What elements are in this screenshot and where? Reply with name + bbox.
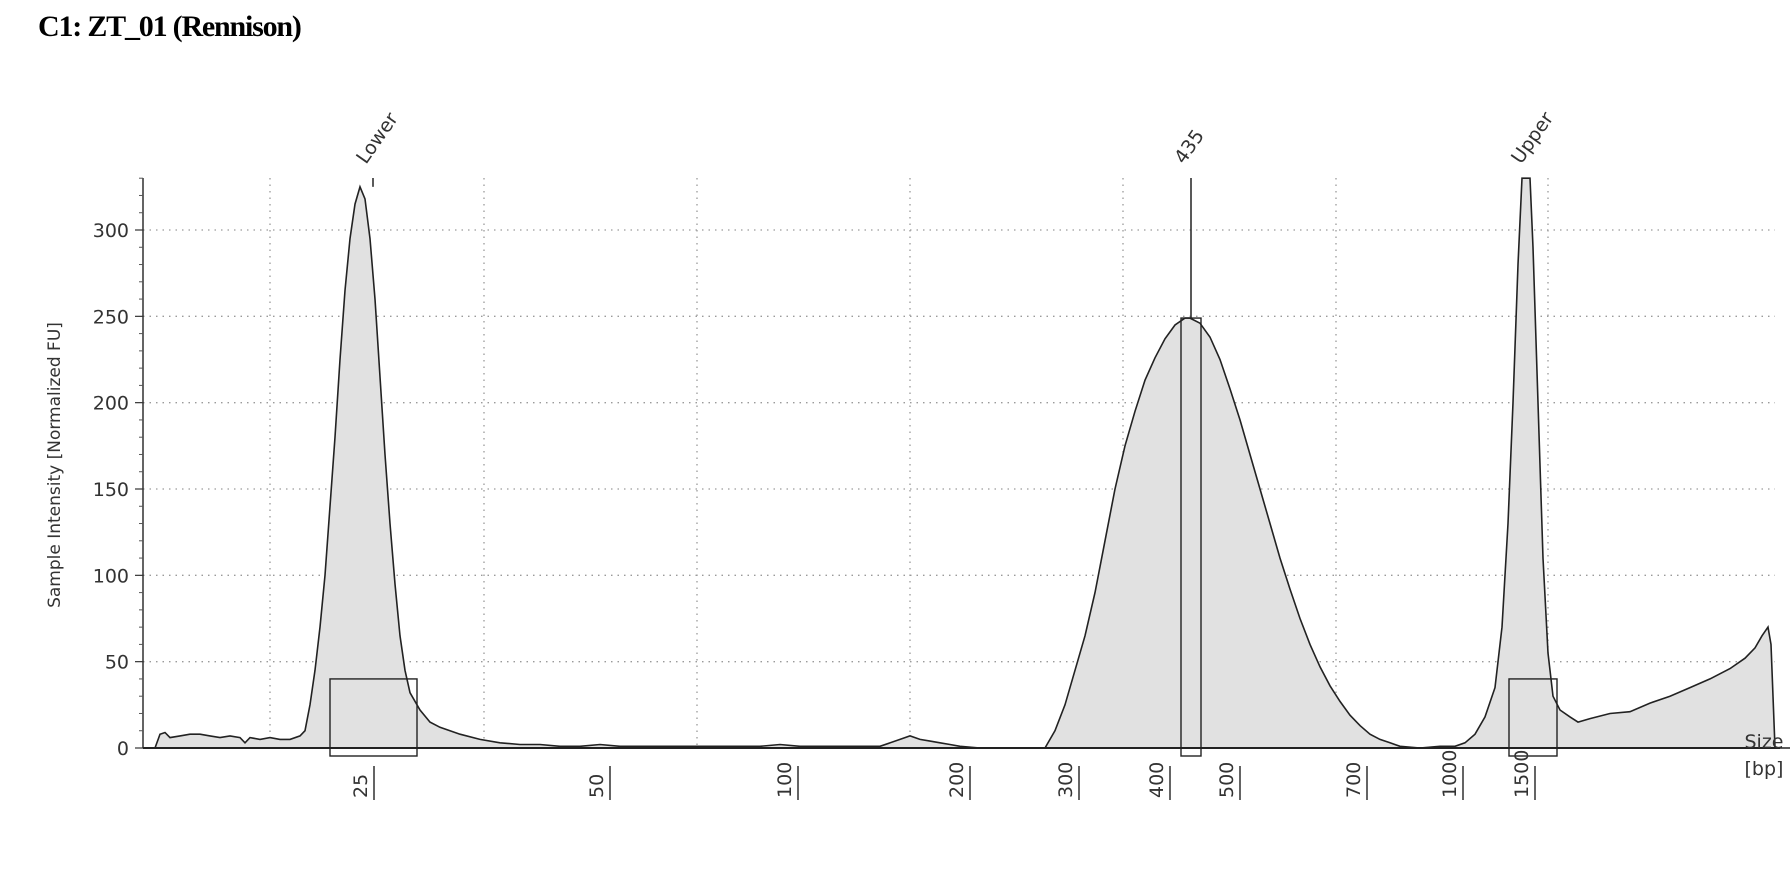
- axes: [142, 178, 1780, 749]
- y-tick-label-150: 150: [93, 479, 129, 501]
- x-tick-label-700: 700: [1343, 762, 1365, 798]
- peak-window-lower: [329, 678, 418, 757]
- x-axis-ticks: 25 50 100 200 300 400 500 700 1000 1500: [350, 750, 1536, 800]
- peak-window-upper: [1508, 678, 1558, 757]
- peak-label-upper: Upper: [1507, 108, 1558, 168]
- y-tick-label-250: 250: [93, 306, 129, 328]
- x-axis-title-size: Size: [1744, 731, 1783, 753]
- x-tick-label-1500: 1500: [1511, 750, 1533, 798]
- peak-label-435: 435: [1170, 126, 1209, 168]
- x-axis-title-unit: [bp]: [1745, 758, 1784, 780]
- peak-markers: Lower 435 Upper: [329, 108, 1558, 757]
- peak-window-435: [1180, 317, 1202, 757]
- y-axis-title: Sample Intensity [Normalized FU]: [45, 322, 65, 608]
- page-title: C1: ZT_01 (Rennison): [38, 10, 302, 43]
- y-tick-label-50: 50: [105, 652, 129, 674]
- y-tick-label-300: 300: [93, 220, 129, 242]
- x-tick-label-1000: 1000: [1439, 750, 1461, 798]
- y-tick-label-100: 100: [93, 565, 129, 587]
- peak-label-lower: Lower: [352, 108, 403, 167]
- y-tick-label-0: 0: [117, 738, 129, 760]
- x-tick-label-400: 400: [1146, 762, 1168, 798]
- y-axis-ticks: 0 50 100 150 200 250 300: [93, 177, 143, 760]
- x-tick-label-200: 200: [946, 762, 968, 798]
- x-tick-label-500: 500: [1216, 762, 1238, 798]
- x-tick-label-50: 50: [586, 774, 608, 798]
- x-tick-label-300: 300: [1055, 762, 1077, 798]
- y-tick-label-200: 200: [93, 393, 129, 415]
- x-tick-label-100: 100: [774, 762, 796, 798]
- trace-area: [143, 178, 1790, 748]
- x-tick-label-25: 25: [350, 774, 372, 798]
- grid-vertical-lines: [269, 178, 1549, 748]
